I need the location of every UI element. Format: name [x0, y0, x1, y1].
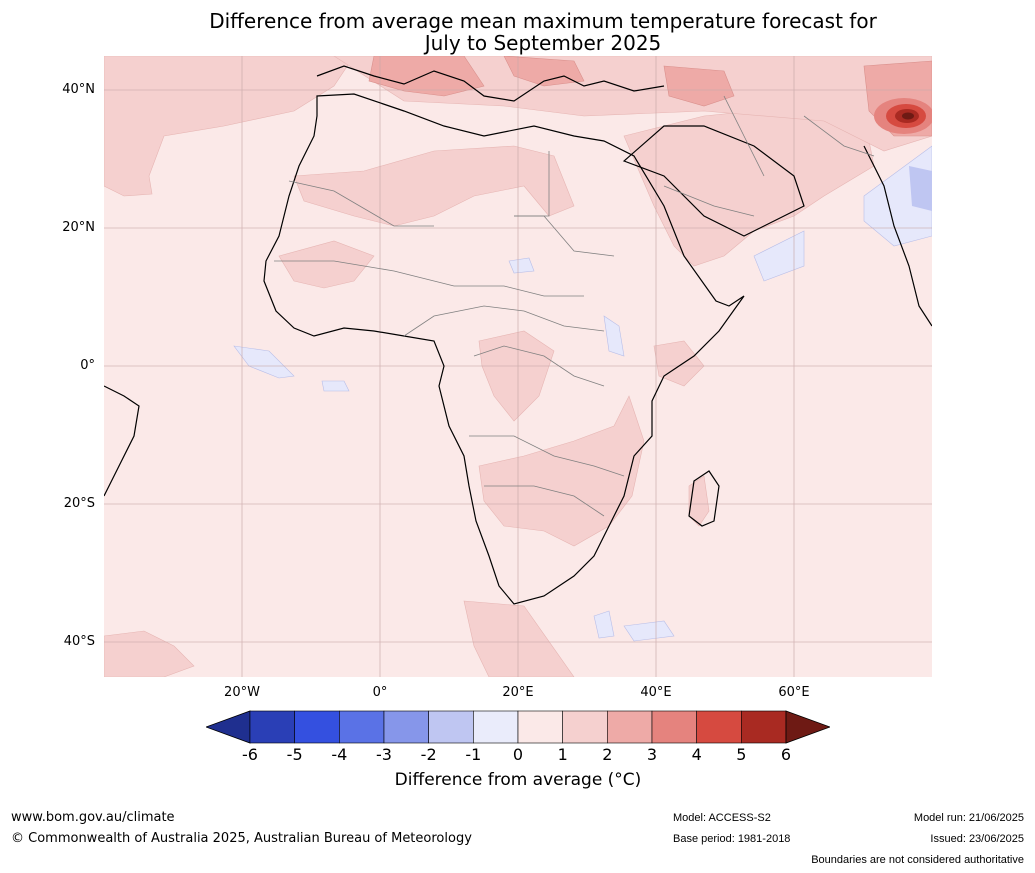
footer-disclaimer: Boundaries are not considered authoritat…	[811, 854, 1024, 866]
anomaly-region-west-africa	[278, 240, 375, 289]
title-line-1: Difference from average mean maximum tem…	[209, 9, 877, 33]
country-borders	[274, 95, 875, 517]
hotspot-core	[902, 112, 914, 120]
colorbar-tick-label: 1	[557, 745, 568, 764]
colorbar-segment	[517, 710, 563, 744]
colorbar-tick-label: 5	[736, 745, 747, 764]
footer-issued: Issued: 23/06/2025	[930, 833, 1024, 845]
colorbar	[206, 710, 830, 744]
anomaly-region-north-atlantic	[104, 56, 355, 197]
footer-model: Model: ACCESS-S2	[673, 812, 771, 824]
colorbar-segment	[696, 710, 742, 744]
coastline-india	[863, 145, 932, 327]
coastline-europe	[316, 65, 665, 102]
border-southern	[484, 485, 605, 517]
colorbar-tick-label: -6	[242, 745, 258, 764]
border-central	[403, 305, 605, 337]
colorbar-tick-label: -2	[420, 745, 437, 764]
border-sahara-line	[288, 180, 434, 227]
colorbar-tick-label: 2	[602, 745, 613, 764]
coastline-arabia	[622, 125, 805, 237]
lon-label-40e: 40°E	[640, 685, 672, 700]
cool-region-south-indian	[623, 620, 675, 642]
border-congo	[473, 345, 605, 387]
lon-label-20w: 20°W	[224, 685, 260, 700]
anomaly-region-madagascar	[688, 475, 710, 527]
cool-region-india-core	[909, 166, 932, 211]
colorbar-extend-high	[785, 710, 830, 744]
border-saudi	[663, 185, 755, 217]
colorbar-tick-label: 0	[512, 745, 524, 764]
lat-label-40n: 40°N	[62, 82, 95, 97]
anomaly-region-black-sea	[503, 56, 585, 87]
anomaly-region-balkans	[368, 56, 485, 97]
colorbar-tick-label: 3	[646, 745, 658, 764]
lat-label-0: 0°	[80, 358, 95, 373]
coastlines	[104, 65, 932, 605]
anomaly-shading	[104, 56, 932, 677]
title-line-2: July to September 2025	[424, 31, 662, 55]
colorbar-title: Difference from average (°C)	[206, 770, 830, 790]
border-iran	[723, 95, 765, 177]
anomaly-region-europe	[333, 56, 932, 152]
footer-url: www.bom.gov.au/climate	[11, 810, 175, 825]
border-sudan	[514, 215, 615, 257]
lat-label-20s: 20°S	[63, 496, 95, 511]
footer-base-period: Base period: 1981-2018	[673, 833, 791, 845]
colorbar-segment	[249, 710, 295, 744]
lat-label-40s: 40°S	[63, 634, 95, 649]
footer-copyright: © Commonwealth of Australia 2025, Austra…	[11, 831, 472, 846]
colorbar-segment	[651, 710, 697, 744]
lon-label-20e: 20°E	[502, 685, 534, 700]
colorbar-segment	[339, 710, 385, 744]
cool-region-south-indian-2	[593, 610, 615, 639]
colorbar-tick-label: -5	[286, 745, 303, 764]
chart-title: Difference from average mean maximum tem…	[104, 10, 982, 54]
cool-region-chad	[508, 257, 535, 274]
anomaly-region-sahara	[293, 145, 575, 227]
colorbar-tick-label: 4	[691, 745, 702, 764]
cool-shading-strong	[909, 166, 932, 211]
colorbar-tick-label: -1	[465, 745, 482, 764]
gridlines	[104, 56, 932, 677]
colorbar-tick-label: 6	[780, 745, 792, 764]
lon-label-0: 0°	[372, 685, 388, 700]
colorbar-segment	[383, 710, 429, 744]
border-sahel	[274, 260, 584, 297]
forecast-map	[104, 56, 932, 677]
cool-region-arabian-sea	[753, 230, 805, 282]
cool-region-lake-victoria	[603, 315, 625, 357]
colorbar-segment	[428, 710, 474, 744]
colorbar-segment	[562, 710, 608, 744]
colorbar-segment	[294, 710, 340, 744]
lon-label-60e: 60°E	[778, 685, 810, 700]
footer-model-run: Model run: 21/06/2025	[913, 812, 1024, 824]
border-pakistan	[803, 115, 875, 157]
colorbar-tick-label: -3	[376, 745, 392, 764]
border-south-central	[469, 435, 625, 477]
coastline-south-america	[104, 385, 140, 497]
colorbar-segment	[473, 710, 519, 744]
colorbar-segment	[741, 710, 787, 744]
cool-region-south-atlantic-1	[321, 380, 350, 392]
coastline-africa	[263, 93, 745, 605]
colorbar-extend-low	[206, 710, 251, 744]
colorbar-tick-label: -4	[331, 745, 348, 764]
coastline-madagascar	[688, 470, 720, 527]
colorbar-segment	[607, 710, 653, 744]
anomaly-region-southern-africa	[478, 395, 645, 547]
anomaly-hotspot	[874, 98, 932, 134]
anomaly-region-iran	[663, 65, 735, 107]
lat-label-20n: 20°N	[62, 220, 95, 235]
anomaly-region-southwest	[104, 630, 195, 677]
map-svg	[104, 56, 932, 677]
anomaly-region-south-atlantic	[463, 600, 575, 677]
cool-region-gulf-guinea	[233, 345, 295, 379]
colorbar-title-text: Difference from average (°C)	[394, 770, 642, 790]
